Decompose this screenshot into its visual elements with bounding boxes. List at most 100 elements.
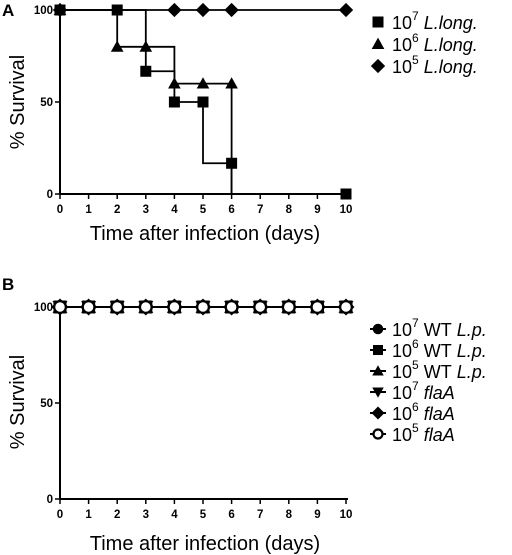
legend-italic: flaA bbox=[424, 404, 455, 424]
data-point bbox=[224, 300, 239, 314]
legend-exponent: 5 bbox=[412, 421, 419, 435]
legend-base: 10 bbox=[392, 383, 412, 403]
data-point bbox=[196, 77, 210, 89]
x-tick-label: 5 bbox=[200, 509, 207, 521]
x-tick-label: 4 bbox=[171, 204, 178, 216]
legend-item-2: 106 WT L.p. bbox=[370, 337, 487, 361]
legend-base: 10 bbox=[392, 35, 412, 55]
legend-marker bbox=[372, 323, 384, 335]
legend-marker bbox=[372, 387, 384, 398]
legend-base: 10 bbox=[392, 13, 412, 33]
legend-base: 10 bbox=[392, 320, 412, 340]
legend-marker bbox=[373, 345, 383, 355]
panel-a-xlabel: Time after infection (days) bbox=[90, 223, 320, 245]
x-tick-label: 7 bbox=[257, 204, 263, 216]
legend-item-1: 107 WT L.p. bbox=[370, 316, 487, 340]
data-point bbox=[224, 2, 239, 18]
y-tick-label: 100 bbox=[34, 302, 53, 314]
legend-exponent: 5 bbox=[412, 53, 419, 67]
panel-b-ylabel: % Survival bbox=[7, 355, 29, 449]
legend-italic: L.long. bbox=[424, 35, 478, 55]
data-point bbox=[167, 300, 182, 314]
legend-label: 107 L.long. bbox=[392, 9, 478, 33]
data-point bbox=[110, 40, 124, 52]
data-point bbox=[225, 77, 238, 89]
legend-item-4: 107 flaA bbox=[370, 379, 455, 403]
legend-marker bbox=[372, 16, 384, 28]
x-tick-label: 9 bbox=[314, 509, 320, 521]
y-tick-label: 0 bbox=[47, 494, 53, 506]
y-tick-label: 100 bbox=[34, 5, 53, 17]
legend-italic: L.p. bbox=[457, 362, 487, 382]
legend-italic: L.p. bbox=[457, 320, 487, 340]
x-tick-label: 1 bbox=[85, 204, 92, 216]
legend-base: 10 bbox=[392, 425, 412, 445]
panel-a-ylabel: % Survival bbox=[7, 55, 29, 149]
legend-text: WT bbox=[419, 320, 457, 340]
legend-item-1: 107 L.long. bbox=[372, 9, 478, 33]
legend-label: 105 WT L.p. bbox=[392, 358, 487, 382]
legend-italic: L.p. bbox=[457, 341, 487, 361]
series-3 bbox=[52, 2, 354, 18]
legend-label: 107 flaA bbox=[392, 379, 455, 403]
data-point bbox=[195, 2, 211, 18]
legend-marker bbox=[372, 365, 384, 376]
legend-marker bbox=[370, 58, 386, 74]
panel-b: B % Survival Time after infection (days)… bbox=[2, 275, 487, 555]
x-tick-label: 2 bbox=[114, 509, 120, 521]
legend-exponent: 7 bbox=[412, 316, 419, 330]
data-point bbox=[167, 2, 182, 18]
legend-italic: L.long. bbox=[424, 13, 478, 33]
x-tick-label: 8 bbox=[286, 204, 293, 216]
data-point bbox=[52, 2, 68, 18]
legend-label: 106 WT L.p. bbox=[392, 337, 487, 361]
legend-exponent: 7 bbox=[412, 9, 419, 23]
panel-b-legend: 107 WT L.p.106 WT L.p.105 WT L.p.107 fla… bbox=[370, 316, 487, 445]
data-point bbox=[253, 300, 268, 314]
x-tick-label: 9 bbox=[314, 204, 320, 216]
data-point bbox=[110, 300, 125, 314]
legend-marker bbox=[372, 428, 384, 440]
x-tick-label: 10 bbox=[340, 204, 353, 216]
y-tick-label: 0 bbox=[47, 189, 53, 201]
data-point bbox=[139, 40, 153, 52]
series-6 bbox=[53, 300, 353, 314]
data-point bbox=[310, 300, 325, 314]
panel-a-letter: A bbox=[2, 1, 14, 20]
x-tick-label: 3 bbox=[143, 204, 149, 216]
legend-exponent: 6 bbox=[412, 31, 419, 45]
panel-a: A % Survival Time after infection (days)… bbox=[2, 1, 478, 245]
data-point bbox=[281, 300, 296, 314]
legend-marker bbox=[371, 406, 385, 420]
legend-label: 107 WT L.p. bbox=[392, 316, 487, 340]
legend-italic: flaA bbox=[424, 383, 455, 403]
x-tick-label: 5 bbox=[200, 204, 207, 216]
legend-italic: flaA bbox=[424, 425, 455, 445]
y-tick-label: 50 bbox=[40, 97, 53, 109]
x-tick-label: 0 bbox=[57, 509, 63, 521]
x-tick-label: 3 bbox=[143, 509, 149, 521]
y-tick-label: 50 bbox=[40, 398, 53, 410]
x-tick-label: 6 bbox=[228, 509, 234, 521]
legend-marker bbox=[371, 37, 385, 49]
legend-exponent: 6 bbox=[412, 400, 419, 414]
series-1 bbox=[54, 4, 352, 200]
legend-text: WT bbox=[419, 362, 457, 382]
data-point bbox=[339, 300, 353, 314]
legend-item-6: 105 flaA bbox=[370, 421, 455, 445]
panel-a-legend: 107 L.long.106 L.long.105 L.long. bbox=[370, 9, 478, 77]
legend-base: 10 bbox=[392, 362, 412, 382]
legend-item-2: 106 L.long. bbox=[371, 31, 478, 55]
legend-item-3: 105 L.long. bbox=[370, 53, 478, 77]
x-tick-label: 1 bbox=[85, 509, 92, 521]
panel-b-letter: B bbox=[2, 275, 14, 294]
x-tick-label: 10 bbox=[340, 509, 353, 521]
legend-base: 10 bbox=[392, 404, 412, 424]
data-point bbox=[340, 188, 352, 200]
x-tick-label: 0 bbox=[57, 204, 63, 216]
data-point bbox=[140, 65, 152, 77]
legend-label: 106 L.long. bbox=[392, 31, 478, 55]
data-point bbox=[138, 300, 153, 314]
